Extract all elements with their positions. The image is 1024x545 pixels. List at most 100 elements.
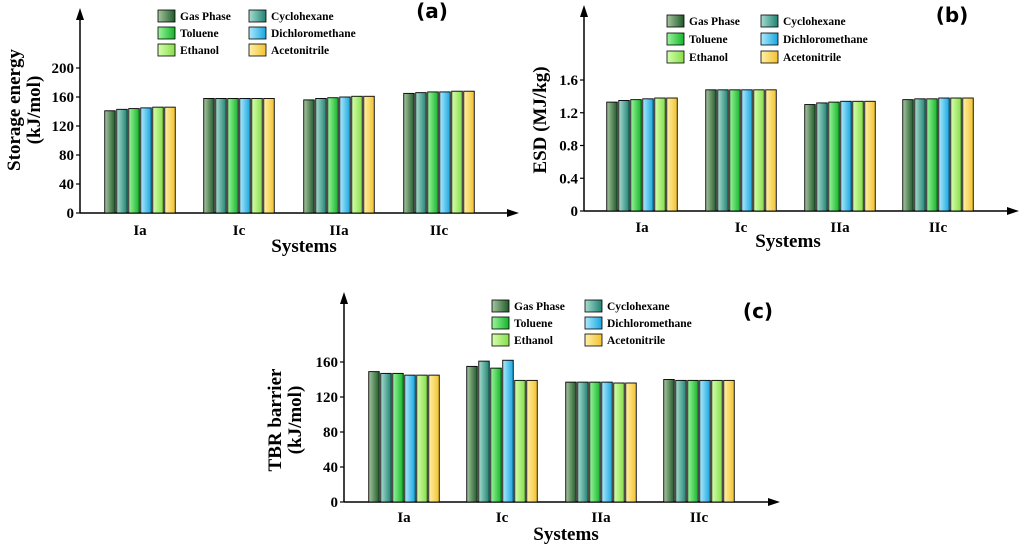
bar-ethanol-ia	[416, 374, 428, 503]
y-tick-label: 80	[323, 425, 338, 441]
bar-cyclohexane-ic	[717, 89, 729, 212]
legend-swatch	[666, 32, 685, 46]
x-category-label: IIc	[690, 510, 709, 526]
bar-dichloromethane-iia	[840, 100, 852, 212]
bar-toluene-iic	[687, 379, 699, 503]
bar-gas-phase-ic	[203, 97, 215, 214]
chart-panel-1: 0 0.4 0.8 1.2 1.6 Ia Ic IIa IIc Systems ESD (MJ/kg…	[530, 3, 1019, 252]
bar-cyclohexane-iia	[315, 97, 327, 214]
bar-gas-phase-ia	[606, 101, 618, 212]
legend-label: Ethanol	[514, 335, 553, 347]
legend-swatch	[584, 333, 603, 347]
y-tick-label: 0.8	[559, 139, 578, 155]
bar-ethanol-ia	[654, 97, 666, 212]
legend-swatch	[157, 26, 176, 40]
x-category-label: IIa	[591, 510, 611, 526]
y-tick-label: 200	[52, 61, 75, 77]
bar-toluene-ic	[490, 367, 502, 503]
panel-label: (b)	[936, 3, 969, 27]
x-category-label: Ic	[233, 223, 246, 239]
bar-cyclohexane-ia	[380, 372, 392, 503]
bar-ethanol-iic	[950, 97, 962, 212]
bar-dichloromethane-iic	[439, 91, 451, 214]
legend-swatch	[491, 299, 510, 313]
bar-ethanol-iia	[351, 95, 363, 214]
y-tick-label: 120	[316, 390, 339, 406]
y-tick-label: 120	[52, 119, 75, 135]
y-tick-label: 80	[59, 148, 74, 164]
legend-label: Gas Phase	[180, 11, 231, 23]
bar-dichloromethane-iia	[601, 381, 613, 503]
bar-toluene-iia	[589, 381, 601, 503]
y-tick-label: 1.2	[559, 106, 578, 122]
bar-cyclohexane-ia	[116, 108, 128, 214]
legend-swatch	[760, 50, 779, 64]
legend-label: Ethanol	[689, 52, 728, 64]
bar-dichloromethane-ia	[404, 374, 416, 503]
legend: Gas Phase Cyclohexane Toluene Dichlorometha…	[491, 299, 692, 347]
bar-ethanol-iia	[852, 100, 864, 212]
legend-swatch	[666, 50, 685, 64]
y-tick-label: 40	[323, 460, 338, 476]
legend: Gas Phase Cyclohexane Toluene Dichlorometha…	[157, 9, 356, 57]
bar-cyclohexane-iic	[415, 92, 427, 214]
legend-swatch	[248, 9, 267, 23]
legend-label: Acetonitrile	[783, 52, 841, 64]
x-category-label: Ic	[735, 220, 748, 236]
bar-acetonitrile-iic	[723, 379, 735, 503]
panel-label: (a)	[416, 0, 448, 23]
bar-toluene-iia	[327, 97, 339, 214]
bar-ethanol-ic	[251, 97, 263, 214]
y-axis-title: TBR barrier	[265, 368, 286, 471]
bar-toluene-ia	[128, 108, 140, 214]
bar-acetonitrile-iic	[962, 97, 974, 212]
chart-panel-0: 0 40 80 120 160 200 Ia Ic IIa IIc Systems Storage e…	[4, 0, 519, 257]
y-tick-label: 160	[316, 355, 339, 371]
bar-cyclohexane-iia	[816, 102, 828, 212]
legend-label: Ethanol	[180, 45, 219, 57]
legend-swatch	[760, 32, 779, 46]
y-axis-arrow	[340, 292, 348, 304]
bar-toluene-ic	[227, 97, 239, 214]
legend-swatch	[248, 43, 267, 57]
x-category-label: Ic	[496, 510, 509, 526]
bar-dichloromethane-iic	[699, 379, 711, 503]
bar-acetonitrile-iia	[363, 95, 375, 214]
bar-dichloromethane-ic	[502, 359, 514, 503]
x-axis-arrow	[1007, 207, 1019, 215]
bar-gas-phase-ic	[705, 89, 717, 212]
bar-gas-phase-iia	[804, 104, 816, 212]
bar-acetonitrile-ic	[765, 89, 777, 212]
bar-cyclohexane-iic	[914, 98, 926, 212]
bar-cyclohexane-iia	[577, 381, 589, 503]
bar-cyclohexane-ia	[618, 100, 630, 212]
x-axis-title: Systems	[755, 231, 820, 252]
bar-ethanol-iic	[451, 90, 463, 214]
bar-acetonitrile-ic	[526, 379, 538, 503]
x-axis-title: Systems	[533, 524, 598, 545]
legend-label: Toluene	[514, 318, 553, 330]
legend-label: Cyclohexane	[271, 11, 334, 23]
legend-label: Gas Phase	[689, 16, 740, 28]
x-axis-title: Systems	[271, 236, 336, 257]
y-axis-arrow	[580, 5, 588, 17]
panel-label: (c)	[743, 299, 773, 323]
bar-toluene-ia	[392, 372, 404, 503]
bar-acetonitrile-ia	[164, 106, 176, 214]
bar-toluene-iic	[926, 98, 938, 212]
legend-swatch	[666, 14, 685, 28]
x-category-label: IIc	[430, 223, 449, 239]
y-axis-title: (kJ/mol)	[24, 76, 45, 145]
legend-swatch	[157, 9, 176, 23]
bar-gas-phase-iic	[902, 99, 914, 212]
bar-toluene-ia	[630, 99, 642, 212]
bar-gas-phase-iic	[663, 379, 675, 503]
bar-dichloromethane-ia	[140, 107, 152, 214]
bar-gas-phase-iic	[403, 92, 415, 214]
x-category-label: IIa	[830, 220, 850, 236]
y-tick-label: 0	[331, 495, 339, 511]
legend-label: Acetonitrile	[271, 45, 329, 57]
legend-label: Dichloromethane	[783, 34, 868, 46]
